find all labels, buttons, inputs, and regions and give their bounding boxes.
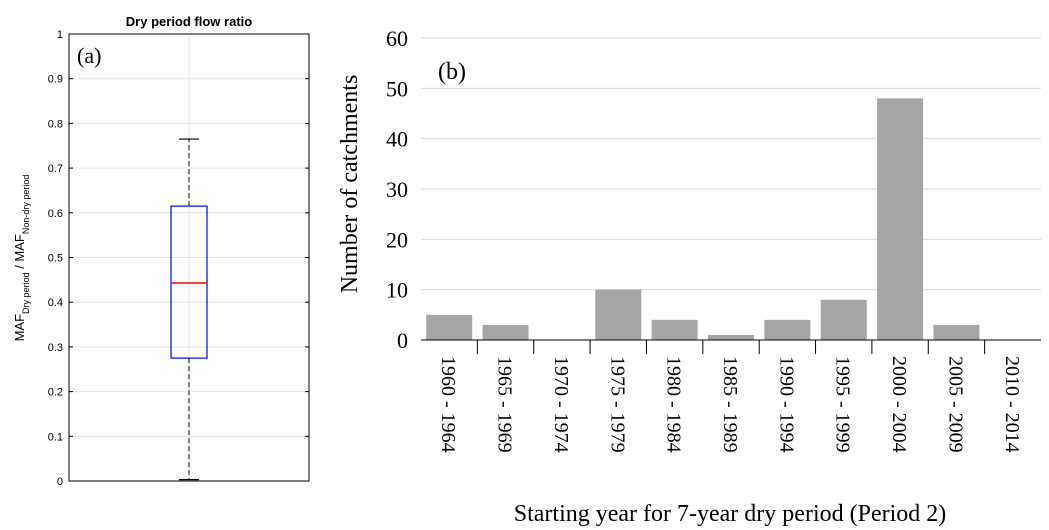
bar-x-tick-label: 1995 - 1999 [832,356,854,453]
bar-x-tick-label: 1975 - 1979 [606,356,628,453]
bar-y-ticks: 0 10 20 30 40 50 60 [386,26,408,353]
bar [482,324,529,340]
bar-x-tick-label: 2010 - 2014 [1001,356,1023,453]
boxplot-gridlines [69,33,309,482]
bar-x-tick-label: 1990 - 1994 [775,356,797,453]
bar-x-ticks: 1960 - 1964 1965 - 1969 1970 - 1974 1975 - … [437,340,1023,453]
bar-y-tick-label: 40 [386,127,408,152]
bar-y-tick-label: 0 [397,328,408,353]
bar-gridlines [421,37,1041,291]
ylabel-sub-dry: Dry period [21,272,31,314]
boxplot-y-tick-label: 0.1 [48,431,63,443]
boxplot-y-tick-label: 0.3 [48,342,63,354]
ylabel-sep: / MAF [12,234,27,272]
panel-a-label: (a) [77,43,101,68]
bar-x-tick-label: 1980 - 1984 [663,356,685,453]
boxplot-y-tick-label: 0.8 [48,118,63,130]
bar-x-tick-label: 1985 - 1989 [719,356,741,453]
bar [426,314,473,340]
bar-x-tick-label: 2005 - 2009 [944,356,966,453]
panel-b-label: (b) [438,59,466,85]
boxplot-y-tick-label: 0.9 [48,74,63,86]
bar [933,324,980,340]
bar [708,334,754,340]
bar [764,319,811,340]
bar [651,319,698,340]
bar-y-tick-label: 60 [386,26,408,51]
ylabel-sub-nondry: Non-dry period [21,175,31,235]
bar [595,289,642,340]
boxplot-y-tick-label: 0.4 [48,297,63,309]
boxplot-y-tick-label: 0.5 [48,253,63,265]
bar-y-tick-label: 50 [386,76,408,101]
boxplot-box-group [170,138,208,481]
bar-y-tick-label: 10 [386,278,408,303]
boxplot-y-tick-label: 0.2 [48,387,63,399]
boxplot-y-tick-label: 1 [57,29,63,41]
boxplot-box [170,205,208,359]
bar-y-tick-label: 30 [386,177,408,202]
boxplot-y-axis-label: MAFDry period / MAFNon-dry period [12,175,31,342]
bar-x-tick-label: 1960 - 1964 [437,356,459,453]
bar-x-tick-label: 1965 - 1969 [494,356,516,453]
bar-panel: 0 10 20 30 40 50 60 1960 - 1964 1965 - 1969 1970… [337,26,1041,527]
bar-series [426,98,980,341]
ylabel-maf: MAF [12,314,27,342]
boxplot-y-tick-label: 0.6 [48,208,63,220]
bar-y-tick-label: 20 [386,227,408,252]
boxplot-y-tick-label: 0 [57,476,63,488]
boxplot-title: Dry period flow ratio [126,14,252,29]
bar-x-axis-label: Starting year for 7-year dry period (Per… [514,501,947,527]
boxplot-y-tick-label: 0.7 [48,163,63,175]
boxplot-y-ticks: 0 0.1 0.2 0.3 0.4 0.5 0.6 0.7 0.8 0.9 1 [48,29,309,488]
bar-y-axis-label: Number of catchments [337,75,363,294]
bar [877,98,924,341]
bar-x-tick-label: 2000 - 2004 [888,356,910,453]
bar [820,299,867,340]
boxplot-panel: Dry period flow ratio 0 0.1 0.2 0.3 0.4 0.5 0.… [12,14,310,488]
bar-x-tick-label: 1970 - 1974 [550,356,572,453]
